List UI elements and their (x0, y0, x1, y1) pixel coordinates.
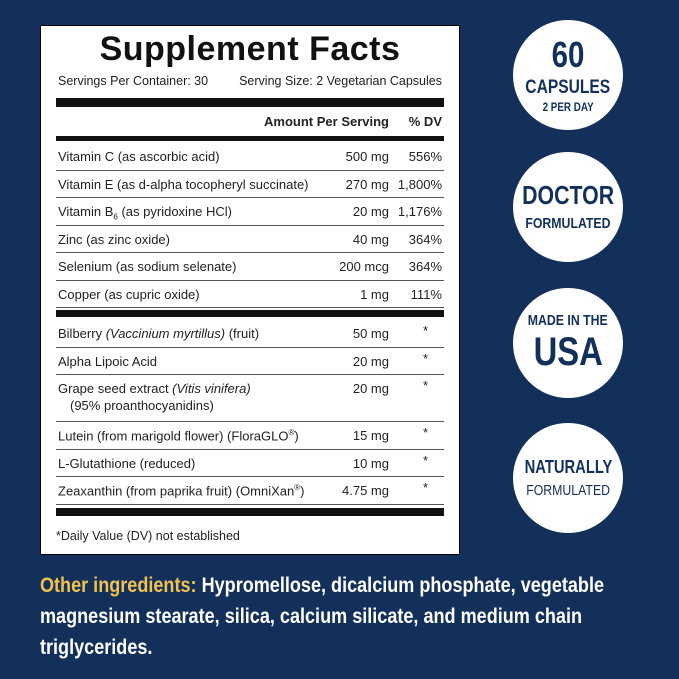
serving-size: Serving Size: 2 Vegetarian Capsules (239, 74, 442, 88)
name-part: Selenium (as sodium selenate) (58, 259, 237, 274)
amount: 15 mg (352, 428, 389, 443)
nutrient-name: Vitamin C (as ascorbic acid) (58, 149, 220, 164)
nutrient-row: Vitamin C (as ascorbic acid) 500 mg 556% (56, 143, 444, 171)
name-part: ® (288, 428, 295, 437)
name-part: 6 (113, 212, 118, 222)
name-part: Grape seed extract (58, 381, 173, 396)
badge-text: DOCTOR (522, 180, 615, 211)
badge-text: MADE IN THE (528, 311, 608, 329)
nutrient-note: (95% proanthocyanidins) (70, 398, 214, 413)
divider (56, 508, 444, 516)
daily-value: 556% (408, 149, 442, 164)
ingredients-text: Hypromellose, dicalcium phosphate, veget… (40, 574, 605, 659)
name-part: L-Glutathione (reduced) (58, 455, 196, 471)
name-part: ) (294, 428, 299, 444)
name-part: Vitamin B (58, 204, 114, 219)
amount: 10 mg (352, 455, 389, 471)
daily-value: * (422, 425, 428, 440)
nutrient-row: Lutein (from marigold flower) (FloraGLO®… (56, 422, 444, 450)
nutrient-name: Vitamin B6 (as pyridoxine HCl) (58, 204, 232, 222)
dv-header: % DV (408, 114, 442, 129)
daily-value: 1,800% (397, 176, 442, 192)
amount: 20 mg (352, 204, 389, 219)
badge-text: NATURALLY (524, 456, 612, 477)
daily-value: 364% (408, 259, 442, 274)
daily-value: 1,176% (397, 204, 442, 219)
amount: 200 mcg (339, 259, 389, 274)
daily-value: 364% (408, 231, 442, 247)
nutrient-row: Selenium (as sodium selenate) 200 mcg 364% (56, 253, 444, 281)
name-part: Copper (as cupric oxide) (58, 286, 200, 302)
nutrient-name: Zeaxanthin (from paprika fruit) (OmniXan… (58, 483, 305, 498)
nutrient-name: Vitamin E (as d-alpha tocopheryl succina… (58, 177, 309, 192)
name-part: ® (294, 483, 301, 492)
daily-value: * (422, 452, 428, 468)
name-part: Zeaxanthin (from paprika fruit) (OmniXan (58, 483, 295, 499)
badge: MADE IN THE USA (513, 288, 623, 398)
badge-text: FORMULATED (525, 214, 611, 232)
name-part: (as pyridoxine HCl) (117, 204, 233, 219)
name-part: (Vaccinium myrtillus) (105, 326, 226, 341)
daily-value: * (422, 378, 428, 393)
badge-text: 2 PER DAY (542, 100, 594, 115)
amount: 50 mg (352, 326, 389, 341)
amount: 20 mg (352, 381, 389, 396)
daily-value: * (422, 323, 428, 338)
ingredients-label: Other ingredients: (40, 574, 197, 597)
name-part: (fruit) (225, 326, 260, 341)
amount: 40 mg (352, 231, 389, 247)
name-part: Vitamin C (as ascorbic acid) (58, 149, 220, 164)
amount-header: Amount Per Serving (264, 114, 389, 129)
amount: 500 mg (345, 149, 389, 164)
nutrient-name: Grape seed extract (Vitis vinifera) (58, 381, 251, 396)
nutrient-row: Alpha Lipoic Acid 20 mg * (56, 348, 444, 375)
other-ingredients: Other ingredients: Hypromellose, dicalci… (40, 570, 625, 663)
name-part: Vitamin E (as d-alpha tocopheryl succina… (58, 176, 309, 192)
divider (56, 98, 444, 107)
name-part: Alpha Lipoic Acid (58, 353, 158, 369)
nutrient-row: Grape seed extract (Vitis vinifera) (95% … (56, 375, 444, 422)
servings-per-container: Servings Per Container: 30 (58, 74, 209, 88)
amount: 4.75 mg (342, 483, 389, 498)
nutrient-name: Lutein (from marigold flower) (FloraGLO®… (58, 428, 299, 443)
amount: 1 mg (360, 286, 389, 302)
supplement-facts-panel: Supplement Facts Servings Per Container:… (40, 25, 460, 555)
name-part: (Vitis vinifera) (172, 381, 251, 396)
title: Supplement Facts (99, 30, 401, 68)
nutrient-name: Selenium (as sodium selenate) (58, 259, 236, 274)
nutrient-row: Copper (as cupric oxide) 1 mg 111% (56, 281, 444, 308)
badge-text: 60 (551, 34, 585, 76)
amount: 20 mg (352, 353, 389, 369)
badge-text: FORMULATED (526, 481, 610, 499)
amount: 270 mg (345, 176, 389, 192)
daily-value: * (422, 350, 428, 366)
badge-text: CAPSULES (525, 77, 611, 99)
divider (56, 136, 444, 141)
badge-text: USA (533, 330, 603, 375)
nutrient-name: Alpha Lipoic Acid (58, 354, 157, 369)
nutrient-row: Zinc (as zinc oxide) 40 mg 364% (56, 226, 444, 253)
badge: NATURALLY FORMULATED (513, 423, 623, 533)
nutrient-name: Bilberry (Vaccinium myrtillus) (fruit) (58, 326, 259, 341)
name-part: ) (300, 483, 305, 499)
footnote: *Daily Value (DV) not established (56, 529, 240, 543)
nutrient-row: L-Glutathione (reduced) 10 mg * (56, 450, 444, 477)
nutrient-row: Zeaxanthin (from paprika fruit) (OmniXan… (56, 477, 444, 505)
name-part: Zinc (as zinc oxide) (58, 231, 170, 247)
nutrient-name: Zinc (as zinc oxide) (58, 232, 170, 247)
nutrient-name: L-Glutathione (reduced) (58, 456, 195, 471)
name-part: Bilberry (58, 326, 106, 341)
badge: 60 CAPSULES 2 PER DAY (513, 20, 623, 130)
daily-value: 111% (410, 286, 442, 302)
daily-value: * (422, 480, 428, 495)
divider (56, 310, 444, 317)
nutrient-name: Copper (as cupric oxide) (58, 287, 200, 302)
nutrient-row: Vitamin B6 (as pyridoxine HCl) 20 mg 1,176… (56, 198, 444, 226)
nutrient-row: Vitamin E (as d-alpha tocopheryl succina… (56, 171, 444, 198)
name-part: Lutein (from marigold flower) (FloraGLO (58, 428, 289, 444)
nutrient-row: Bilberry (Vaccinium myrtillus) (fruit) 50… (56, 320, 444, 348)
badge: DOCTOR FORMULATED (513, 152, 623, 262)
